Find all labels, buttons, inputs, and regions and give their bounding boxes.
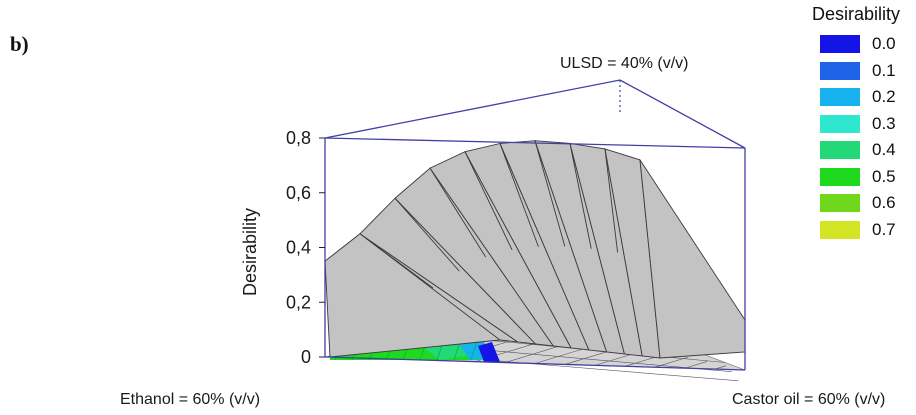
floor-grid-line (684, 361, 708, 369)
legend: Desirability 0.0 0.1 0.2 0.3 0.4 0.5 0.6 0.7 (812, 4, 916, 243)
surface-crease (429, 167, 487, 258)
legend-label: 0.1 (872, 60, 896, 80)
z-axis-label: Desirability (240, 208, 260, 296)
panel-label: b) (10, 32, 29, 56)
legend-item: 0.6 (820, 190, 916, 217)
legend-swatch (820, 220, 860, 239)
legend-swatch (820, 141, 860, 160)
vertex-label-castor-oil: Castor oil = 60% (v/v) (732, 391, 885, 408)
surface-facet (324, 233, 502, 358)
legend-swatch (820, 114, 860, 133)
legend-label: 0.3 (872, 113, 896, 133)
legend-label: 0.0 (872, 34, 896, 54)
vertex-label-ulsd: ULSD = 40% (v/v) (560, 55, 688, 72)
legend-label: 0.5 (872, 166, 896, 186)
legend-label: 0.7 (872, 219, 896, 239)
legend-label: 0.4 (872, 140, 896, 160)
legend-item: 0.1 (820, 58, 916, 85)
frame-top-edge (324, 79, 746, 149)
legend-swatch (820, 61, 860, 80)
z-tick-label: 0,2 (286, 292, 311, 312)
legend-title: Desirability (812, 4, 901, 24)
frame-edge (324, 356, 746, 371)
legend-label: 0.6 (872, 193, 896, 213)
response-surface (324, 140, 746, 359)
legend-swatch (820, 88, 860, 107)
surface-crease (604, 148, 619, 253)
z-tick-label: 0,6 (286, 183, 311, 203)
surface-crease (464, 151, 513, 251)
legend-label: 0.2 (872, 87, 896, 107)
z-tick-label: 0 (301, 347, 311, 367)
z-axis: 0 0,2 0,4 0,6 0,8 (286, 128, 325, 367)
surface-crease (534, 140, 566, 247)
legend-swatch (820, 194, 860, 213)
z-tick-label: 0,4 (286, 238, 311, 258)
legend-items: 0.0 0.1 0.2 0.3 0.4 0.5 0.6 0.7 (820, 31, 916, 243)
vertex-label-ethanol: Ethanol = 60% (v/v) (120, 391, 260, 408)
z-tick-label: 0,8 (286, 128, 311, 148)
surface-crease (394, 197, 460, 272)
legend-swatch (820, 35, 860, 54)
low-desirability-region (478, 342, 500, 362)
surface-crease (359, 233, 434, 289)
legend-item: 0.0 (820, 31, 916, 58)
surface-crease (569, 143, 592, 249)
legend-item: 0.2 (820, 84, 916, 111)
legend-swatch (820, 167, 860, 186)
surface-crease (499, 143, 539, 247)
legend-item: 0.5 (820, 164, 916, 191)
legend-item: 0.7 (820, 217, 916, 244)
legend-item: 0.4 (820, 137, 916, 164)
legend-item: 0.3 (820, 111, 916, 138)
